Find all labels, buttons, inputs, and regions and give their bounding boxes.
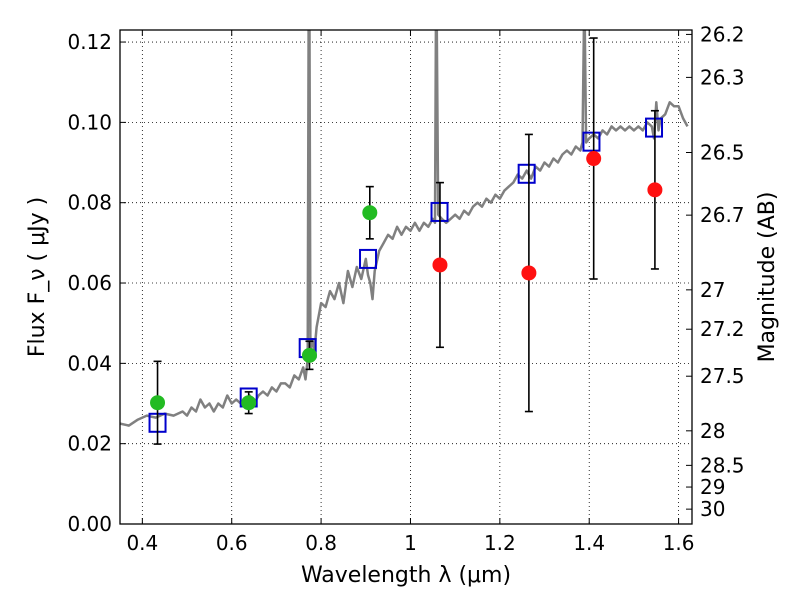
x-tick-label-2: 0.8 [305, 531, 337, 555]
y2-tick-label-3: 26.7 [700, 203, 745, 227]
plot-area [120, 30, 689, 445]
model-square-5 [517, 163, 536, 184]
spectrum-line [120, 30, 689, 427]
x-tick-label-0: 0.4 [126, 531, 158, 555]
photometry-point-2-3 [362, 205, 378, 221]
y-tick-label-2: 0.04 [67, 351, 112, 375]
y-tick-label-4: 0.08 [67, 191, 112, 215]
photometry-point-3-3 [647, 182, 663, 198]
y2-tick-label-7: 28 [700, 419, 725, 443]
x-tick-label-4: 1.2 [484, 531, 516, 555]
y2-axis-label: Magnitude (AB) [755, 192, 780, 363]
y-tick-label-5: 0.10 [67, 110, 112, 134]
y2-tick-label-8: 28.5 [700, 453, 745, 477]
photometry-point-3-0 [432, 257, 448, 273]
x-tick-label-1: 0.6 [216, 531, 248, 555]
photometry-point-3-2 [586, 151, 602, 167]
y2-tick-label-6: 27.5 [700, 364, 745, 388]
model-square-6 [582, 131, 601, 152]
y2-tick-label-1: 26.3 [700, 65, 745, 89]
y2-tick-label-0: 26.2 [700, 22, 745, 46]
x-axis-label: Wavelength λ (μm) [301, 563, 511, 588]
grid [120, 30, 692, 525]
photometry-point-2-0 [150, 395, 166, 411]
x-tick-label-6: 1.6 [663, 531, 695, 555]
y2-tick-label-5: 27.2 [700, 317, 745, 341]
photometry-point-2-2 [301, 347, 317, 363]
y2-tick-label-4: 27 [700, 278, 725, 302]
model-square-7 [645, 117, 664, 138]
plot-clip-group [120, 30, 689, 445]
y-tick-label-1: 0.02 [67, 432, 112, 456]
axes: 0.4 0.6 0.8 1 1.2 1.4 1.6 0.00 0.02 0.04 0.06 0.08 0… [67, 22, 744, 555]
y-tick-label-6: 0.12 [67, 30, 112, 54]
photometry-point-3-1 [521, 265, 537, 281]
plot-frame [119, 29, 693, 525]
model-square-3 [359, 248, 378, 269]
y2-tick-label-10: 30 [700, 497, 725, 521]
x-tick-label-3: 1 [404, 531, 417, 555]
x-tick-label-5: 1.4 [573, 531, 605, 555]
y-tick-label-0: 0.00 [67, 512, 112, 536]
y2-tick-label-2: 26.5 [700, 140, 745, 164]
y-tick-label-3: 0.06 [67, 271, 112, 295]
y-axis-label: Flux F_ν ( μJy ) [25, 197, 50, 357]
y2-tick-label-9: 29 [700, 475, 725, 499]
photometry-point-2-1 [241, 395, 257, 411]
